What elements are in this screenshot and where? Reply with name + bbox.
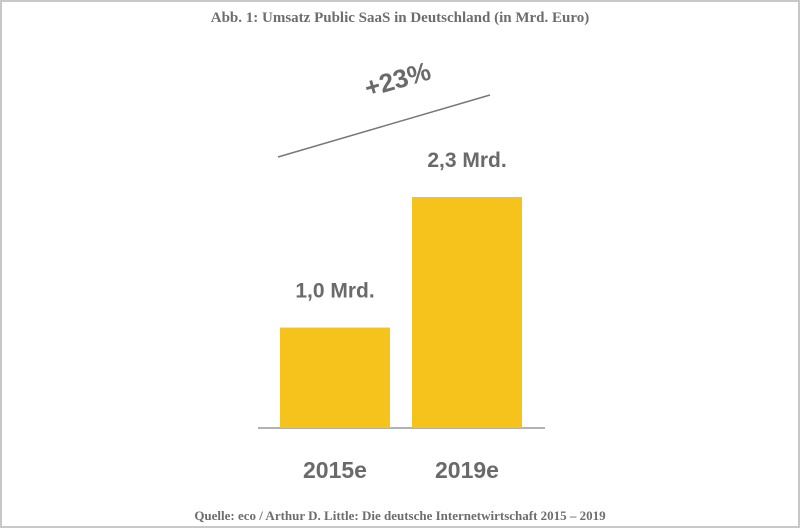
value-label: 1,0 Mrd. [295, 280, 374, 303]
growth-line [277, 94, 491, 158]
bar [412, 197, 522, 428]
chart-title: Abb. 1: Umsatz Public SaaS in Deutschlan… [211, 10, 590, 26]
x-tick-label: 2015e [303, 457, 367, 483]
x-tick-label: 2019e [435, 457, 499, 483]
value-label: 2,3 Mrd. [427, 149, 506, 172]
source-note: Quelle: eco / Arthur D. Little: Die deut… [194, 508, 606, 523]
bar [280, 327, 390, 428]
